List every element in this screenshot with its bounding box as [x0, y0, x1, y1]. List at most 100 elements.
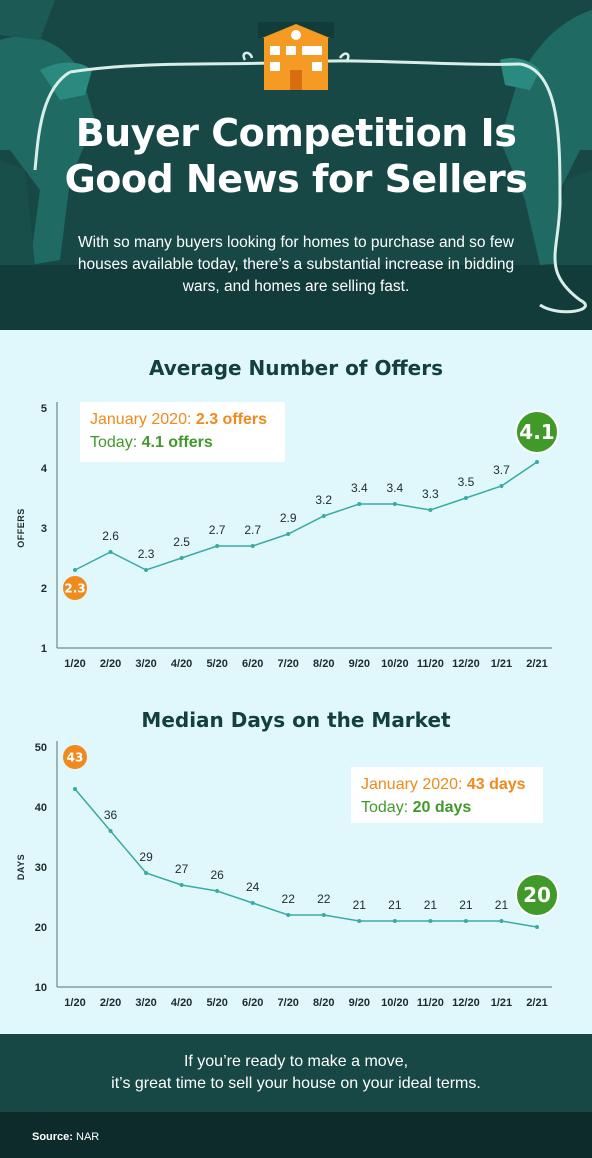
- series-line: [74, 461, 538, 571]
- x-tick-label: 8/20: [313, 658, 334, 670]
- series-line: [74, 788, 538, 928]
- y-tick-label: 4: [41, 463, 48, 475]
- x-tick-label: 1/21: [491, 997, 512, 1009]
- tug-of-war-illustration: [0, 0, 592, 330]
- data-point: [428, 919, 433, 923]
- page-title: Buyer Competition Is Good News for Selle…: [0, 110, 592, 202]
- offers-legend-end-value: 4.1 offers: [141, 434, 213, 451]
- x-tick-label: 10/20: [381, 997, 409, 1009]
- title-line-2: Good News for Sellers: [64, 157, 528, 201]
- y-axis-label: OFFERS: [16, 508, 26, 548]
- x-tick-label: 2/20: [100, 997, 121, 1009]
- x-tick-label: 1/21: [491, 658, 512, 670]
- x-tick-label: 1/20: [64, 658, 85, 670]
- x-tick-label: 4/20: [171, 997, 192, 1009]
- data-point: [250, 544, 255, 548]
- x-tick-label: 2/21: [526, 658, 547, 670]
- header-banner: Buyer Competition Is Good News for Selle…: [0, 0, 592, 330]
- days-legend-start-label: January 2020:: [361, 776, 467, 793]
- x-tick-label: 7/20: [278, 997, 299, 1009]
- call-to-action-banner: If you’re ready to make a move, it’s gre…: [0, 1034, 592, 1112]
- house-icon: [258, 22, 334, 90]
- y-tick-label: 50: [35, 742, 47, 754]
- days-legend-start: January 2020: 43 days: [361, 773, 533, 796]
- x-tick-label: 5/20: [206, 997, 227, 1009]
- data-point: [215, 889, 220, 893]
- data-point: [73, 787, 77, 791]
- data-label: 43: [67, 751, 84, 765]
- data-label: 2.9: [280, 511, 297, 525]
- end-value-bubble: [515, 873, 559, 917]
- chart-title-offers: Average Number of Offers: [148, 356, 444, 380]
- data-label: 21: [353, 898, 367, 912]
- x-tick-label: 3/20: [135, 997, 156, 1009]
- data-point: [144, 871, 149, 875]
- x-tick-label: 12/20: [452, 997, 480, 1009]
- y-tick-label: 10: [35, 982, 47, 994]
- data-label: 3.4: [351, 481, 368, 495]
- data-label: 21: [424, 898, 438, 912]
- x-tick-label: 11/20: [417, 658, 444, 670]
- data-label: 26: [210, 868, 224, 882]
- data-point: [215, 544, 220, 548]
- x-tick-label: 10/20: [381, 658, 409, 670]
- data-point: [535, 460, 539, 464]
- x-tick-label: 8/20: [313, 997, 334, 1009]
- data-point: [108, 829, 113, 833]
- data-point: [286, 913, 291, 917]
- x-tick-label: 7/20: [278, 658, 299, 670]
- data-label: 4.1: [519, 420, 554, 444]
- data-label: 3.4: [387, 481, 404, 495]
- x-tick-label: 5/20: [206, 658, 227, 670]
- data-point: [73, 568, 77, 572]
- x-tick-label: 4/20: [171, 658, 192, 670]
- data-point: [179, 883, 184, 887]
- x-tick-label: 6/20: [242, 658, 263, 670]
- data-label: 2.6: [102, 529, 119, 543]
- data-label: 2.7: [244, 523, 261, 537]
- offers-legend-end: Today: 4.1 offers: [90, 431, 275, 454]
- data-point: [286, 532, 291, 536]
- data-point: [463, 496, 468, 500]
- y-tick-label: 1: [41, 643, 47, 655]
- offers-legend-start: January 2020: 2.3 offers: [90, 408, 275, 431]
- y-tick-label: 30: [35, 862, 47, 874]
- cta-line-2: it’s great time to sell your house on yo…: [111, 1075, 481, 1092]
- data-label: 21: [388, 898, 402, 912]
- data-label: 27: [175, 862, 189, 876]
- data-label: 21: [495, 898, 509, 912]
- y-axis-label: DAYS: [16, 854, 26, 880]
- data-point: [499, 919, 504, 923]
- data-label: 20: [523, 883, 551, 907]
- data-label: 3.2: [315, 493, 332, 507]
- data-point: [321, 913, 326, 917]
- data-point: [357, 502, 362, 506]
- data-label: 22: [317, 892, 331, 906]
- x-tick-label: 2/20: [100, 658, 121, 670]
- source-value: NAR: [76, 1131, 100, 1143]
- data-point: [535, 925, 539, 929]
- y-tick-label: 40: [35, 802, 47, 814]
- x-tick-label: 3/20: [135, 658, 156, 670]
- y-tick-label: 2: [41, 583, 47, 595]
- offers-legend-end-label: Today:: [90, 434, 142, 451]
- data-point: [321, 514, 326, 518]
- data-point: [357, 919, 362, 923]
- x-tick-label: 2/21: [526, 997, 547, 1009]
- days-legend-end-label: Today:: [361, 799, 413, 816]
- days-line-chart: 10 20 30 40 50 DAYS 1/20 2/20 3/20 4/20 5/20 6/20 7/…: [16, 741, 559, 1009]
- data-label: 29: [139, 850, 153, 864]
- title-line-1: Buyer Competition Is: [75, 111, 517, 155]
- offers-legend: January 2020: 2.3 offers Today: 4.1 offe…: [80, 402, 285, 462]
- start-value-bubble: [63, 745, 87, 769]
- data-point: [144, 568, 149, 572]
- data-label: 3.5: [458, 475, 475, 489]
- page-subtitle: With so many buyers looking for homes to…: [77, 234, 515, 295]
- data-label: 22: [282, 892, 296, 906]
- chart-title-days: Median Days on the Market: [141, 708, 451, 732]
- data-label: 2.5: [173, 535, 190, 549]
- y-tick-label: 5: [41, 403, 47, 415]
- data-label: 36: [104, 808, 118, 822]
- days-legend-end: Today: 20 days: [361, 796, 533, 819]
- end-value-bubble: [515, 410, 559, 454]
